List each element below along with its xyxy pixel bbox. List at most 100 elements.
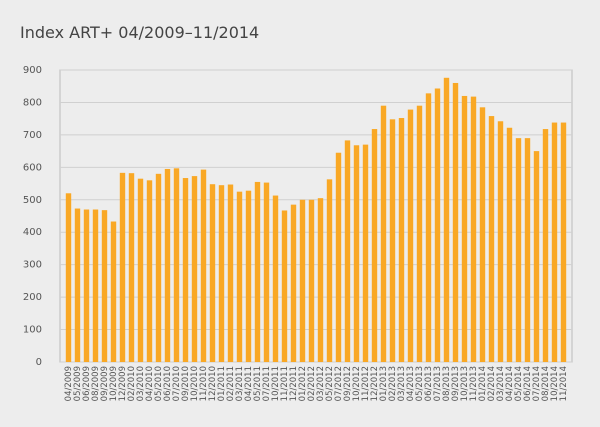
bar — [389, 119, 396, 362]
x-tick-label: 02/2010 — [127, 366, 137, 401]
bar — [524, 138, 531, 362]
bar — [110, 221, 117, 362]
x-tick-label: 04/2014 — [505, 366, 515, 401]
bar — [443, 77, 450, 362]
bar — [461, 95, 468, 362]
bar — [83, 209, 90, 362]
x-tick-label: 10/2011 — [271, 366, 281, 401]
x-tick-label: 04/2013 — [406, 366, 416, 401]
x-tick-label: 11/2012 — [361, 366, 371, 401]
bar — [227, 184, 234, 362]
bar — [209, 184, 216, 362]
bar — [146, 180, 153, 362]
x-tick-label: 08/2009 — [91, 366, 101, 401]
bar — [245, 190, 252, 362]
x-tick-label: 12/2009 — [118, 366, 128, 401]
bar — [191, 176, 198, 362]
x-tick-label: 04/2011 — [244, 366, 254, 401]
bar — [299, 199, 306, 362]
x-tick-label: 03/2010 — [136, 366, 146, 401]
bar — [371, 129, 378, 362]
x-tick-label: 05/2013 — [415, 366, 425, 401]
x-tick-label: 01/2014 — [478, 366, 488, 401]
plot-frame — [59, 69, 573, 363]
x-tick-label: 11/2010 — [199, 366, 209, 401]
y-tick-label: 100 — [23, 325, 42, 336]
bar — [164, 168, 171, 362]
x-tick-label: 11/2013 — [469, 366, 479, 401]
x-tick-label: 10/2013 — [460, 366, 470, 401]
y-tick-label: 300 — [23, 260, 42, 271]
bar — [479, 107, 486, 362]
bar — [353, 145, 360, 362]
bar — [551, 122, 558, 362]
x-tick-label: 04/2010 — [145, 366, 155, 401]
x-tick-label: 09/2009 — [100, 366, 110, 401]
x-tick-label: 10/2014 — [550, 366, 560, 401]
x-tick-label: 07/2014 — [532, 366, 542, 401]
x-tick-label: 01/2011 — [217, 366, 227, 401]
bar — [434, 88, 441, 362]
x-tick-label: 03/2014 — [496, 366, 506, 401]
x-tick-label: 09/2013 — [451, 366, 461, 401]
x-tick-label: 12/2010 — [208, 366, 218, 401]
x-tick-label: 02/2011 — [226, 366, 236, 401]
bar — [362, 144, 369, 362]
bar — [515, 138, 522, 362]
bar — [254, 181, 261, 362]
x-tick-label: 03/2012 — [316, 366, 326, 401]
x-tick-label: 07/2012 — [334, 366, 344, 401]
x-tick-label: 10/2010 — [190, 366, 200, 401]
x-tick-label: 12/2012 — [370, 366, 380, 401]
x-tick-label: 10/2009 — [109, 366, 119, 401]
bar — [326, 179, 333, 362]
chart-title: Index ART+ 04/2009–11/2014 — [20, 23, 259, 42]
bar — [344, 140, 351, 362]
x-tick-label: 06/2014 — [523, 366, 533, 401]
x-tick-label: 08/2013 — [442, 366, 452, 401]
y-tick-label: 200 — [23, 292, 42, 303]
bar — [308, 199, 315, 362]
bar — [92, 209, 99, 362]
bar — [380, 105, 387, 362]
bar — [398, 118, 405, 362]
x-tick-label: 01/2012 — [298, 366, 308, 401]
x-tick-label: 09/2012 — [343, 366, 353, 401]
x-tick-label: 05/2009 — [73, 366, 83, 401]
bar — [263, 182, 270, 362]
bar — [452, 82, 459, 362]
bar — [506, 127, 513, 362]
bar — [200, 169, 207, 362]
bar — [173, 168, 180, 362]
bar — [335, 152, 342, 362]
x-tick-label: 07/2011 — [262, 366, 272, 401]
y-tick-label: 500 — [23, 195, 42, 206]
bar — [560, 122, 567, 362]
bar — [488, 116, 495, 363]
bar — [272, 195, 279, 362]
x-tick-label: 05/2011 — [253, 366, 263, 401]
bar — [407, 109, 414, 363]
bar — [182, 178, 189, 362]
y-tick-label: 800 — [23, 97, 42, 108]
bar — [74, 208, 81, 362]
x-tick-label: 03/2013 — [397, 366, 407, 401]
bar — [416, 105, 423, 362]
bar — [65, 193, 72, 362]
bar — [101, 210, 108, 362]
x-tick-label: 06/2013 — [424, 366, 434, 401]
bar — [128, 173, 135, 362]
x-tick-label: 09/2010 — [181, 366, 191, 401]
x-tick-label: 12/2011 — [289, 366, 299, 401]
x-tick-label: 05/2010 — [154, 366, 164, 401]
x-tick-label: 08/2014 — [541, 366, 551, 401]
y-tick-label: 600 — [23, 162, 42, 173]
bar — [470, 96, 477, 363]
x-tick-label: 05/2014 — [514, 366, 524, 401]
x-tick-label: 05/2012 — [325, 366, 335, 401]
bar — [425, 93, 432, 363]
bar — [497, 121, 504, 362]
x-tick-label: 06/2010 — [163, 366, 173, 401]
bar — [281, 210, 288, 362]
